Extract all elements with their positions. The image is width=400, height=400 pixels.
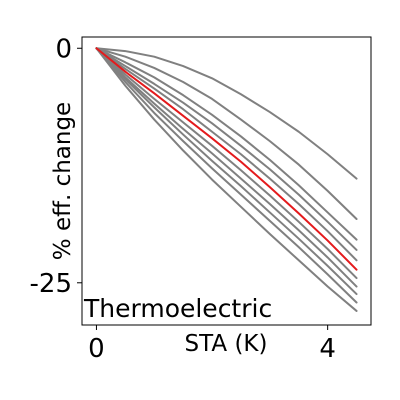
tick-layer: 0 4 0 -25: [30, 34, 336, 364]
y-axis-label: % eff. change: [50, 102, 76, 260]
y-tick-label: 0: [55, 34, 72, 64]
series-line-3: [95, 47, 358, 241]
series-line-highlight: [95, 47, 358, 271]
x-tick-label: 0: [88, 334, 105, 364]
series-line-4: [95, 47, 358, 251]
series-line-11: [95, 47, 358, 312]
series-line-7: [95, 47, 358, 280]
series-line-10: [95, 47, 358, 304]
series-line-2: [95, 47, 358, 220]
panel-annotation: Thermoelectric: [83, 294, 272, 323]
plot-frame: [81, 36, 372, 326]
y-tick-label: -25: [30, 269, 72, 299]
x-tick-label: 4: [319, 334, 336, 364]
series-line-5: [95, 47, 358, 262]
series-line-9: [95, 47, 358, 296]
series-line-8: [95, 47, 358, 288]
series-line-1: [95, 47, 358, 180]
x-axis-label: STA (K): [185, 331, 268, 357]
series-layer: [95, 47, 358, 312]
